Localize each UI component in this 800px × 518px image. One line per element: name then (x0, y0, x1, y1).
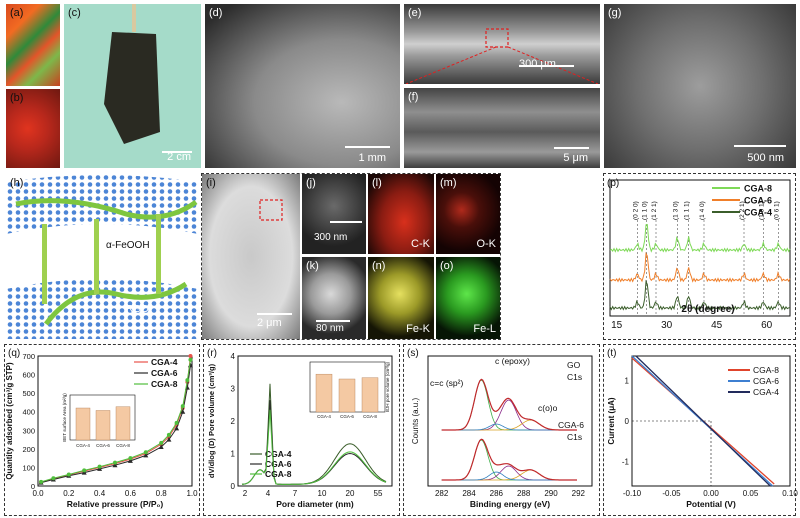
panel-i-scale-bar-label: 2 μm (257, 317, 282, 329)
panel-m-label: (m) (440, 177, 457, 189)
panel-p-frame (603, 173, 796, 340)
panel-c-scale-bar-label: 2 cm (167, 151, 191, 163)
panel-n-eds-map: (n) Fe-K (368, 257, 434, 339)
panel-s-frame (403, 344, 600, 516)
panel-m-eds-map: (m) O-K (436, 174, 500, 254)
panel-l-element: C-K (411, 238, 430, 250)
panel-k-stem-image: (k) 80 nm (302, 257, 366, 339)
panel-a-optical-image: (a) (6, 4, 60, 86)
panel-d-label: (d) (209, 7, 223, 19)
panel-t-frame (603, 344, 796, 516)
panel-l-eds-map: (l) C-K (368, 174, 434, 254)
panel-c-photo: (c) 2 cm (64, 4, 201, 168)
panel-j-tem-image: (j) 300 nm (302, 174, 366, 254)
panel-f-label: (f) (408, 91, 419, 103)
panel-n-label: (n) (372, 260, 386, 272)
panel-g-label: (g) (608, 7, 622, 19)
panel-k-scale-bar (316, 320, 350, 322)
panel-d-scale-bar-label: 1 mm (358, 152, 387, 164)
panel-k-scale-bar-label: 80 nm (316, 323, 344, 334)
panel-k-label: (k) (306, 260, 319, 272)
panel-i-label: (i) (206, 177, 216, 189)
panel-i-tem-image: (i) 2 μm (202, 174, 300, 339)
panel-g-scale-bar (734, 145, 786, 147)
panel-f-scale-bar-label: 5 μm (563, 152, 588, 164)
panel-i-o-frame (201, 173, 501, 340)
panel-i-zoom-box (257, 199, 292, 315)
panel-o-label: (o) (440, 260, 454, 272)
panel-q-frame (4, 344, 200, 516)
panel-h-schematic: (h) α-FeOOH RGO (6, 174, 198, 339)
rgo-feooh-schematic (6, 175, 198, 339)
panel-d-sem-image: (d) 1 mm (205, 4, 400, 168)
panel-g-scale-bar-label: 500 nm (747, 152, 784, 164)
panel-c-label: (c) (68, 7, 81, 19)
panel-o-eds-map: (o) Fe-L (436, 257, 500, 339)
panel-d-scale-bar (345, 146, 390, 148)
panel-o-element: Fe-L (473, 323, 496, 335)
panel-g-sem-image: (g) 500 nm (604, 4, 796, 168)
panel-e-scale-bar-label: 300 μm (519, 58, 556, 70)
panel-b-optical-image: (b) (6, 89, 60, 168)
panel-e-sem-image: (e) 300 μm (404, 4, 600, 84)
panel-j-scale-bar (330, 221, 362, 223)
panel-f-scale-bar (554, 147, 589, 149)
panel-m-element: O-K (476, 238, 496, 250)
panel-e-label: (e) (408, 7, 422, 19)
panel-h-label: (h) (10, 177, 24, 189)
panel-b-label: (b) (10, 92, 24, 104)
panel-j-scale-bar-label: 300 nm (314, 232, 348, 243)
panel-e-zoom-box (405, 28, 599, 84)
panel-j-label: (j) (306, 177, 316, 189)
feooh-label: α-FeOOH (106, 240, 150, 251)
panel-r-frame (203, 344, 400, 516)
aerogel-strip-photo (104, 4, 192, 153)
panel-l-label: (l) (372, 177, 382, 189)
panel-n-element: Fe-K (406, 323, 430, 335)
rgo-label: RGO (126, 304, 149, 315)
panel-f-sem-image: (f) 5 μm (404, 88, 600, 168)
panel-a-label: (a) (10, 7, 24, 19)
